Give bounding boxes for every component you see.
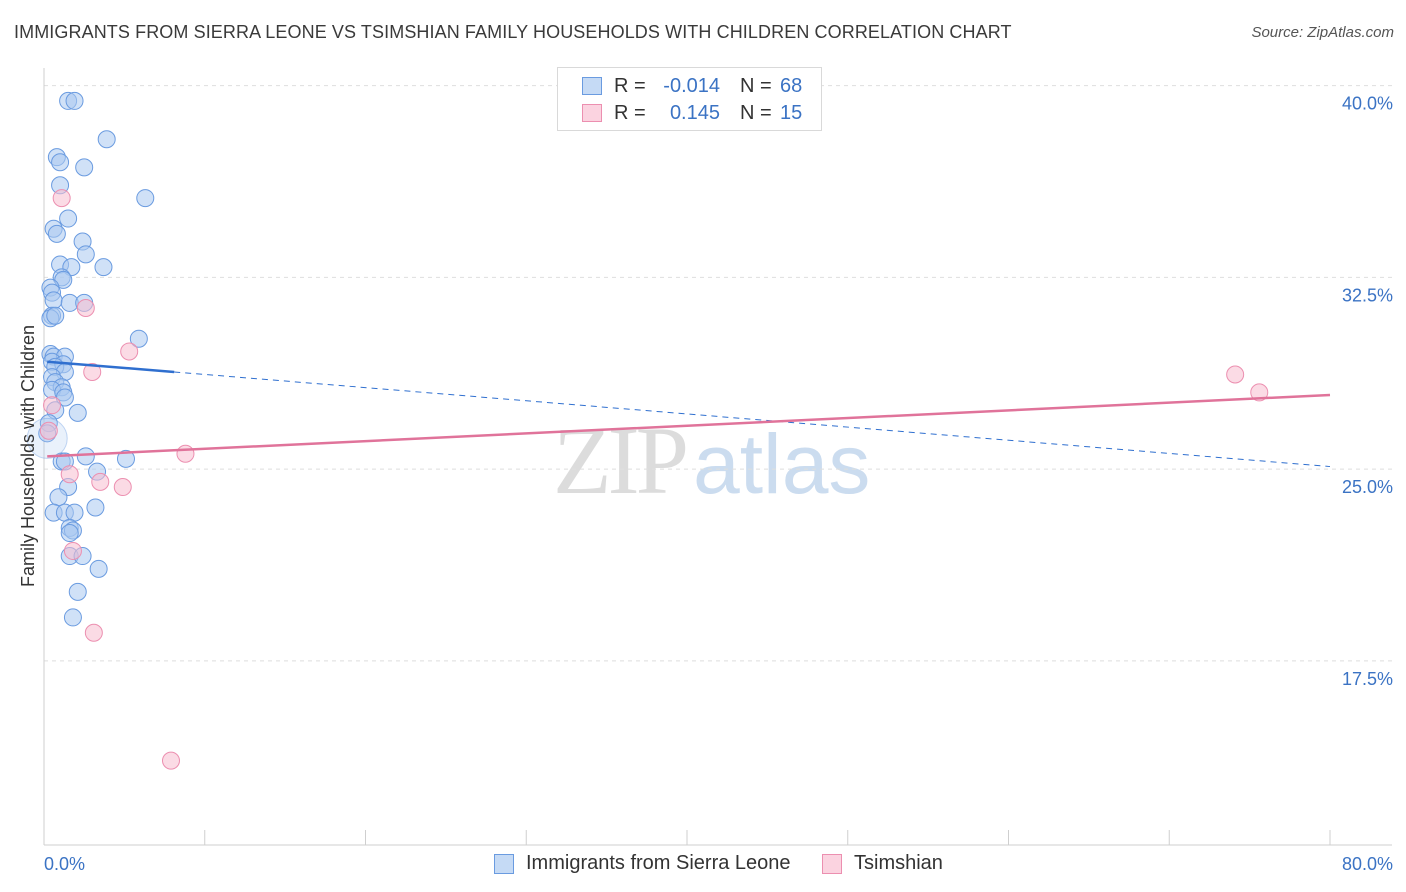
y-tick-label: 32.5% bbox=[1342, 285, 1393, 305]
point-tsimshian bbox=[84, 623, 103, 642]
point-sierra-leone bbox=[60, 524, 79, 543]
point-sierra-leone bbox=[97, 130, 116, 149]
point-tsimshian bbox=[52, 189, 71, 208]
series-legend: Immigrants from Sierra Leone Tsimshian bbox=[0, 852, 1406, 878]
point-tsimshian bbox=[161, 751, 180, 770]
y-axis-label: Family Households with Children bbox=[18, 325, 38, 587]
point-tsimshian bbox=[1250, 383, 1269, 402]
legend-r-value: -0.014 bbox=[663, 74, 720, 97]
point-sierra-leone bbox=[68, 582, 87, 601]
point-sierra-leone bbox=[76, 245, 95, 264]
legend-r-label: R = bbox=[614, 74, 646, 97]
point-tsimshian bbox=[83, 362, 102, 381]
legend-swatch-pink bbox=[582, 104, 602, 122]
tick-labels: 17.5% 25.0% 32.5% 40.0% 0.0% 80.0% bbox=[44, 94, 1393, 874]
regression-sierra-leone-solid bbox=[47, 360, 175, 374]
watermark-zip: ZIP bbox=[553, 407, 689, 514]
y-tick-label: 25.0% bbox=[1342, 477, 1393, 497]
point-sierra-leone bbox=[116, 449, 135, 468]
point-sierra-leone bbox=[44, 291, 63, 310]
watermark-atlas: atlas bbox=[693, 417, 871, 511]
y-tick-label: 17.5% bbox=[1342, 669, 1393, 689]
point-sierra-leone bbox=[86, 498, 105, 517]
legend-row-tsimshian: R = 0.145 N = 15 bbox=[582, 100, 802, 126]
point-sierra-leone bbox=[65, 91, 84, 110]
legend-swatch-pink bbox=[822, 853, 842, 874]
point-tsimshian bbox=[39, 421, 58, 440]
legend-n-label: N = bbox=[740, 101, 772, 124]
point-tsimshian bbox=[113, 478, 132, 497]
point-sierra-leone bbox=[136, 189, 155, 208]
legend-r-label: R = bbox=[614, 101, 646, 124]
point-tsimshian bbox=[76, 299, 95, 318]
legend-r-value: 0.145 bbox=[669, 101, 720, 124]
series-sierra-leone-points bbox=[26, 91, 155, 627]
point-sierra-leone bbox=[75, 158, 94, 177]
regression-sierra-leone-dashed bbox=[174, 371, 1331, 468]
series-tsimshian-points bbox=[39, 189, 1269, 770]
legend-label-sierra-leone: Immigrants from Sierra Leone bbox=[526, 852, 791, 874]
axes bbox=[43, 68, 1392, 846]
grid-lines bbox=[44, 85, 1392, 662]
point-tsimshian bbox=[176, 444, 195, 463]
legend-n-label: N = bbox=[740, 74, 772, 97]
point-sierra-leone bbox=[49, 488, 68, 507]
point-sierra-leone bbox=[65, 503, 84, 522]
point-tsimshian bbox=[60, 465, 79, 484]
point-sierra-leone bbox=[89, 559, 108, 578]
point-tsimshian bbox=[91, 472, 110, 491]
point-sierra-leone bbox=[63, 608, 82, 627]
legend-swatch-blue bbox=[494, 853, 514, 874]
point-tsimshian bbox=[43, 396, 62, 415]
source-label: Source: ZipAtlas.com bbox=[1251, 24, 1394, 41]
legend-n-value: 68 bbox=[780, 74, 803, 97]
regression-tsimshian bbox=[47, 393, 1331, 458]
legend-item-tsimshian: Tsimshian bbox=[822, 852, 943, 875]
x-tick-label: 0.0% bbox=[44, 854, 85, 874]
chart-title: IMMIGRANTS FROM SIERRA LEONE VS TSIMSHIA… bbox=[14, 22, 1012, 42]
point-sierra-leone bbox=[47, 224, 66, 243]
y-tick-label: 40.0% bbox=[1342, 94, 1393, 114]
point-sierra-leone bbox=[68, 403, 87, 422]
legend-n-value: 15 bbox=[780, 101, 803, 124]
point-tsimshian bbox=[120, 342, 139, 361]
point-sierra-leone bbox=[59, 209, 78, 228]
regression-lines bbox=[47, 360, 1331, 468]
point-sierra-leone bbox=[94, 258, 113, 277]
point-sierra-leone bbox=[51, 153, 70, 172]
legend-label-tsimshian: Tsimshian bbox=[854, 852, 943, 874]
legend-item-sierra-leone: Immigrants from Sierra Leone bbox=[494, 852, 791, 875]
point-tsimshian bbox=[1226, 365, 1245, 384]
x-tick-label: 80.0% bbox=[1342, 854, 1393, 874]
legend-swatch-blue bbox=[582, 77, 602, 95]
point-sierra-leone bbox=[46, 306, 65, 325]
legend-row-sierra-leone: R = -0.014 N = 68 bbox=[582, 73, 802, 99]
stats-legend: R = -0.014 N = 68 R = 0.145 N = 15 bbox=[557, 67, 822, 131]
point-sierra-leone bbox=[76, 447, 95, 466]
point-tsimshian bbox=[63, 541, 82, 560]
watermark: ZIPatlas bbox=[553, 405, 870, 516]
point-sierra-leone bbox=[129, 329, 148, 348]
